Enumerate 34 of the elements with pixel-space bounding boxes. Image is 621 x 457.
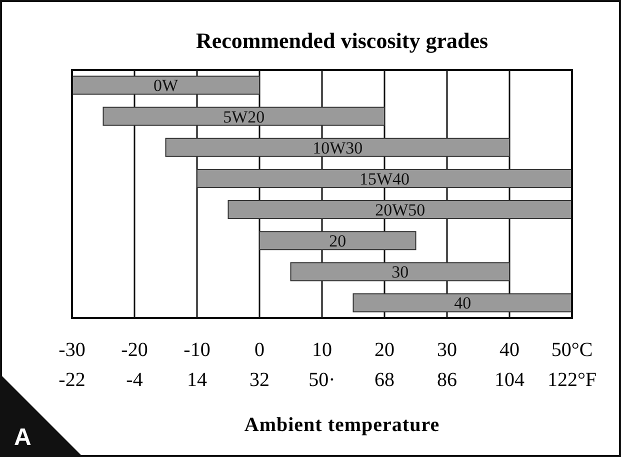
chart-title: Recommended viscosity grades (196, 28, 488, 53)
bar (259, 231, 416, 250)
y-tick-label: 15W40 (359, 169, 410, 188)
x-tick-label: -20 (121, 339, 148, 361)
x2-tick-label: 32 (250, 369, 270, 391)
x2-tick-label: 68 (374, 369, 394, 391)
bar (72, 76, 260, 95)
x2-tick-label: -4 (126, 369, 143, 391)
x-tick-label: -30 (58, 339, 86, 361)
x2-tick-label: 86 (437, 369, 457, 391)
x-tick-label: 30 (437, 339, 457, 361)
x-tick-label: 10 (312, 339, 332, 361)
y-tick-label: 30 (392, 262, 409, 282)
bar (352, 293, 572, 312)
x-axis-title: Ambient temperature (244, 414, 440, 436)
bar (165, 138, 510, 157)
y-tick-label: 20W50 (375, 200, 426, 220)
bar (196, 168, 572, 188)
y-tick-label: 0W (153, 76, 179, 96)
y-tick-label: 5W20 (223, 107, 265, 126)
bar (228, 200, 572, 220)
x-tick-label: 0 (254, 339, 264, 361)
bar (290, 262, 510, 282)
x2-tick-label: -22 (58, 369, 86, 391)
x2-tick-label: 50· (308, 369, 336, 391)
y-tick-label: 10W30 (312, 138, 363, 158)
x2-tick-label: 104 (494, 369, 524, 391)
x2-tick-label: 122°F (547, 369, 597, 391)
x-tick-label: 40 (500, 339, 520, 361)
bar (102, 106, 385, 126)
x2-tick-label: 14 (187, 369, 207, 391)
x-tick-label: -10 (184, 339, 210, 361)
x-tick-label: 50°C (551, 339, 593, 361)
text: A (14, 424, 32, 451)
